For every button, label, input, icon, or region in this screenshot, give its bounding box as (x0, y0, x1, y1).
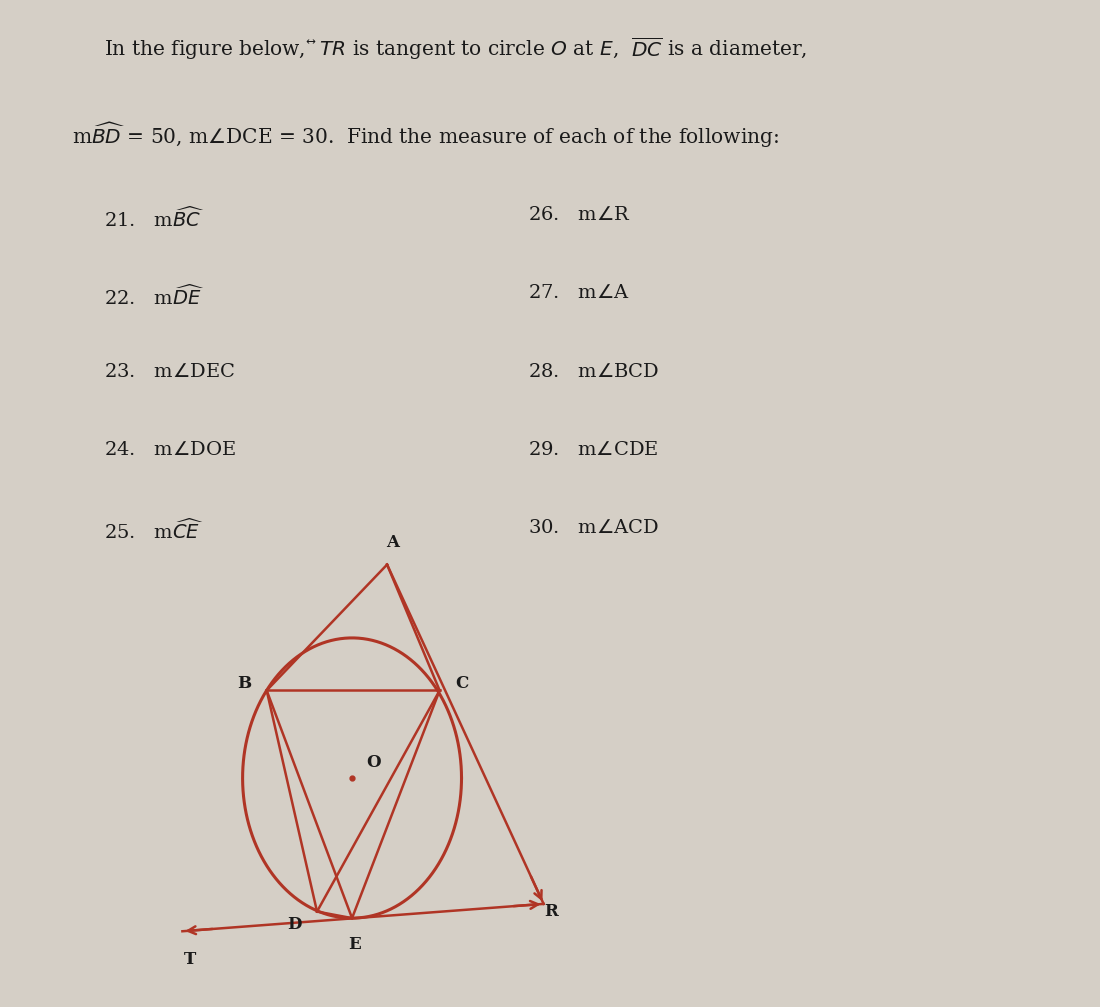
Text: B: B (238, 676, 252, 693)
Text: T: T (184, 951, 196, 968)
Text: 22.   m$\widehat{DE}$: 22. m$\widehat{DE}$ (104, 284, 206, 309)
Text: 24.   m$\angle$DOE: 24. m$\angle$DOE (104, 441, 236, 458)
Text: 21.   m$\widehat{BC}$: 21. m$\widehat{BC}$ (104, 206, 206, 231)
Text: 30.   m$\angle$ACD: 30. m$\angle$ACD (528, 519, 659, 537)
Text: A: A (386, 535, 399, 552)
Text: 25.   m$\widehat{CE}$: 25. m$\widehat{CE}$ (104, 519, 204, 543)
Text: 26.   m$\angle$R: 26. m$\angle$R (528, 206, 630, 225)
Text: 28.   m$\angle$BCD: 28. m$\angle$BCD (528, 363, 659, 381)
Text: 23.   m$\angle$DEC: 23. m$\angle$DEC (104, 363, 235, 381)
Text: C: C (455, 676, 469, 693)
Text: E: E (348, 936, 361, 953)
Text: R: R (544, 903, 559, 920)
Text: m$\widehat{BD}$ = 50, m$\angle$DCE = 30.  Find the measure of each of the follow: m$\widehat{BD}$ = 50, m$\angle$DCE = 30.… (72, 121, 779, 150)
Text: 29.   m$\angle$CDE: 29. m$\angle$CDE (528, 441, 659, 458)
Text: In the figure below, $\overleftrightarrow{TR}$ is tangent to circle $O$ at $E$, : In the figure below, $\overleftrightarro… (104, 35, 807, 62)
Text: O: O (366, 754, 381, 771)
Text: 27.   m$\angle$A: 27. m$\angle$A (528, 284, 630, 302)
Text: D: D (287, 916, 301, 932)
